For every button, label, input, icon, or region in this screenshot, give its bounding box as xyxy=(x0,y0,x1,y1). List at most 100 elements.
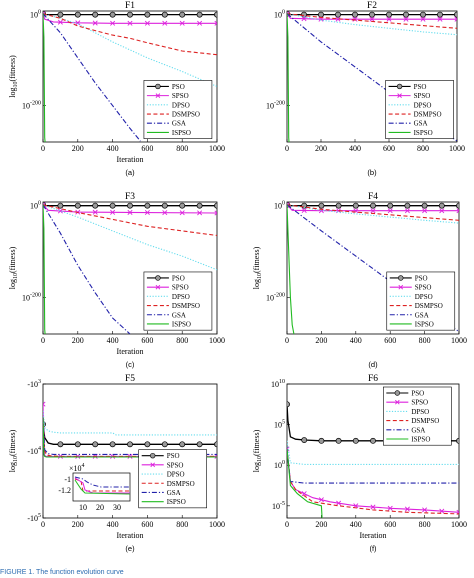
plot-area xyxy=(43,202,217,334)
chart-f1: F1 0 200 400 600 800 1000 100 10-200 Iteration log… xyxy=(8,1,225,177)
panel-label: (d) xyxy=(368,360,378,369)
x-tick-label: 400 xyxy=(107,144,119,153)
y-axis-label: log10(fitness) xyxy=(252,429,263,472)
series-ispso-line xyxy=(287,13,290,142)
panel-label: (e) xyxy=(125,544,135,553)
legend-marker-pso xyxy=(155,83,161,90)
y-tick-label: 100 xyxy=(274,201,285,211)
series-spso-marker xyxy=(57,19,63,25)
series-spso-marker xyxy=(420,16,426,22)
legend-label-ispso: ISPSO xyxy=(172,129,191,137)
series-spso-marker xyxy=(318,497,324,503)
series-pso-marker xyxy=(92,11,99,18)
chart-f6: F6 0 200 400 600 800 1000 1010 105 100 10-5 Iterati… xyxy=(252,374,467,553)
inset-series-ispso xyxy=(74,479,131,495)
series-dsmpso-line xyxy=(287,204,459,221)
y-tick-label: 105 xyxy=(274,420,285,430)
series-pso-marker xyxy=(456,437,459,444)
x-tick-label: 600 xyxy=(141,336,153,345)
legend-label-pso: PSO xyxy=(172,83,185,91)
legend-label-dsmpso: DSMPSO xyxy=(415,302,443,310)
series-spso-marker xyxy=(422,208,428,214)
series-pso-marker xyxy=(214,11,217,18)
series-pso-marker xyxy=(179,11,186,18)
series-spso-marker xyxy=(301,16,307,22)
chart-title: F6 xyxy=(368,374,378,384)
y-tick-label: 100 xyxy=(274,460,285,470)
series-spso-line xyxy=(43,404,217,457)
series-pso-marker xyxy=(144,11,151,18)
panel-label: (a) xyxy=(125,168,135,177)
series-spso-marker xyxy=(197,210,203,216)
legend-label-gsa: GSA xyxy=(411,426,425,434)
legend-label-spso: SPSO xyxy=(172,92,189,100)
legend-marker-spso xyxy=(150,462,156,468)
x-tick-label: 600 xyxy=(383,144,395,153)
x-tick-label: 1000 xyxy=(209,144,225,153)
y-tick-label: 10-200 xyxy=(22,101,41,111)
x-tick-label: 600 xyxy=(141,520,153,529)
y-tick-label: -103 xyxy=(27,379,41,389)
x-tick-label: 200 xyxy=(315,144,327,153)
legend-marker-spso xyxy=(395,399,400,405)
y-tick-label: 10-200 xyxy=(266,101,285,111)
x-tick-label: 800 xyxy=(176,520,188,529)
x-tick-label: 400 xyxy=(350,336,362,345)
series-pso-marker xyxy=(196,202,203,209)
series-spso-marker xyxy=(439,208,445,214)
series-pso-marker xyxy=(421,202,428,209)
series-pso-marker xyxy=(179,441,186,448)
x-tick-label: 600 xyxy=(141,144,153,153)
legend-box xyxy=(386,271,456,331)
series-spso-marker xyxy=(127,209,133,215)
series-dsmpso-line xyxy=(287,448,459,515)
legend-box xyxy=(138,449,207,509)
y-axis-label: log10(fitness) xyxy=(8,429,19,472)
legend-label-dsmpso: DSMPSO xyxy=(167,480,195,488)
legend-label-ispso: ISPSO xyxy=(167,498,186,506)
legend-marker-spso xyxy=(155,93,161,98)
legend-label-dpso: DPSO xyxy=(172,293,190,301)
series-pso-marker xyxy=(404,202,411,209)
y-axis-label: log10(fitness) xyxy=(8,55,19,98)
series-spso-marker xyxy=(92,20,98,26)
chart-f4: F4 0 200 400 600 800 1000 100 10-200log10(fitnes… xyxy=(252,192,467,369)
figure-caption: FIGURE 1. The function evolution curve xyxy=(0,569,124,576)
series-pso-marker xyxy=(403,11,409,18)
series-spso-marker xyxy=(336,500,342,506)
series-spso-marker xyxy=(454,16,457,22)
series-pso-marker xyxy=(196,11,203,18)
series-spso-marker xyxy=(127,20,133,26)
series-spso-marker xyxy=(110,209,116,215)
series-pso-marker xyxy=(144,441,151,448)
inset-x-tick: 10 xyxy=(79,503,87,512)
legend-label-pso: PSO xyxy=(167,452,180,460)
series-pso-marker xyxy=(57,11,64,18)
inset-plot: ×104 -1 -1.2 10 20 30 xyxy=(58,463,131,512)
series-pso-marker xyxy=(352,202,359,209)
x-tick-label: 0 xyxy=(41,144,45,153)
series-ispso-line xyxy=(43,13,46,142)
series-pso-marker xyxy=(352,11,358,18)
series-pso-marker xyxy=(161,202,168,209)
series-spso-marker xyxy=(179,210,185,216)
chart-title: F5 xyxy=(125,374,135,384)
chart-f3: F3 0 200 400 600 800 1000 100 10-200 Iteration log… xyxy=(8,192,225,369)
plot-area xyxy=(43,11,217,142)
legend-label-spso: SPSO xyxy=(414,92,431,100)
plot-area xyxy=(287,401,459,518)
inset-series-gsa xyxy=(74,476,130,488)
series-pso-marker xyxy=(335,11,341,18)
series-pso-marker xyxy=(369,11,375,18)
series-spso-marker xyxy=(369,16,375,22)
series-spso-marker xyxy=(301,491,307,497)
legend-label-dpso: DPSO xyxy=(411,408,429,416)
legend-marker-spso xyxy=(155,284,161,290)
legend-box xyxy=(143,80,213,139)
series-pso-marker xyxy=(456,202,459,209)
inset-y-tick: -1 xyxy=(64,475,71,484)
series-pso-marker xyxy=(127,11,133,18)
